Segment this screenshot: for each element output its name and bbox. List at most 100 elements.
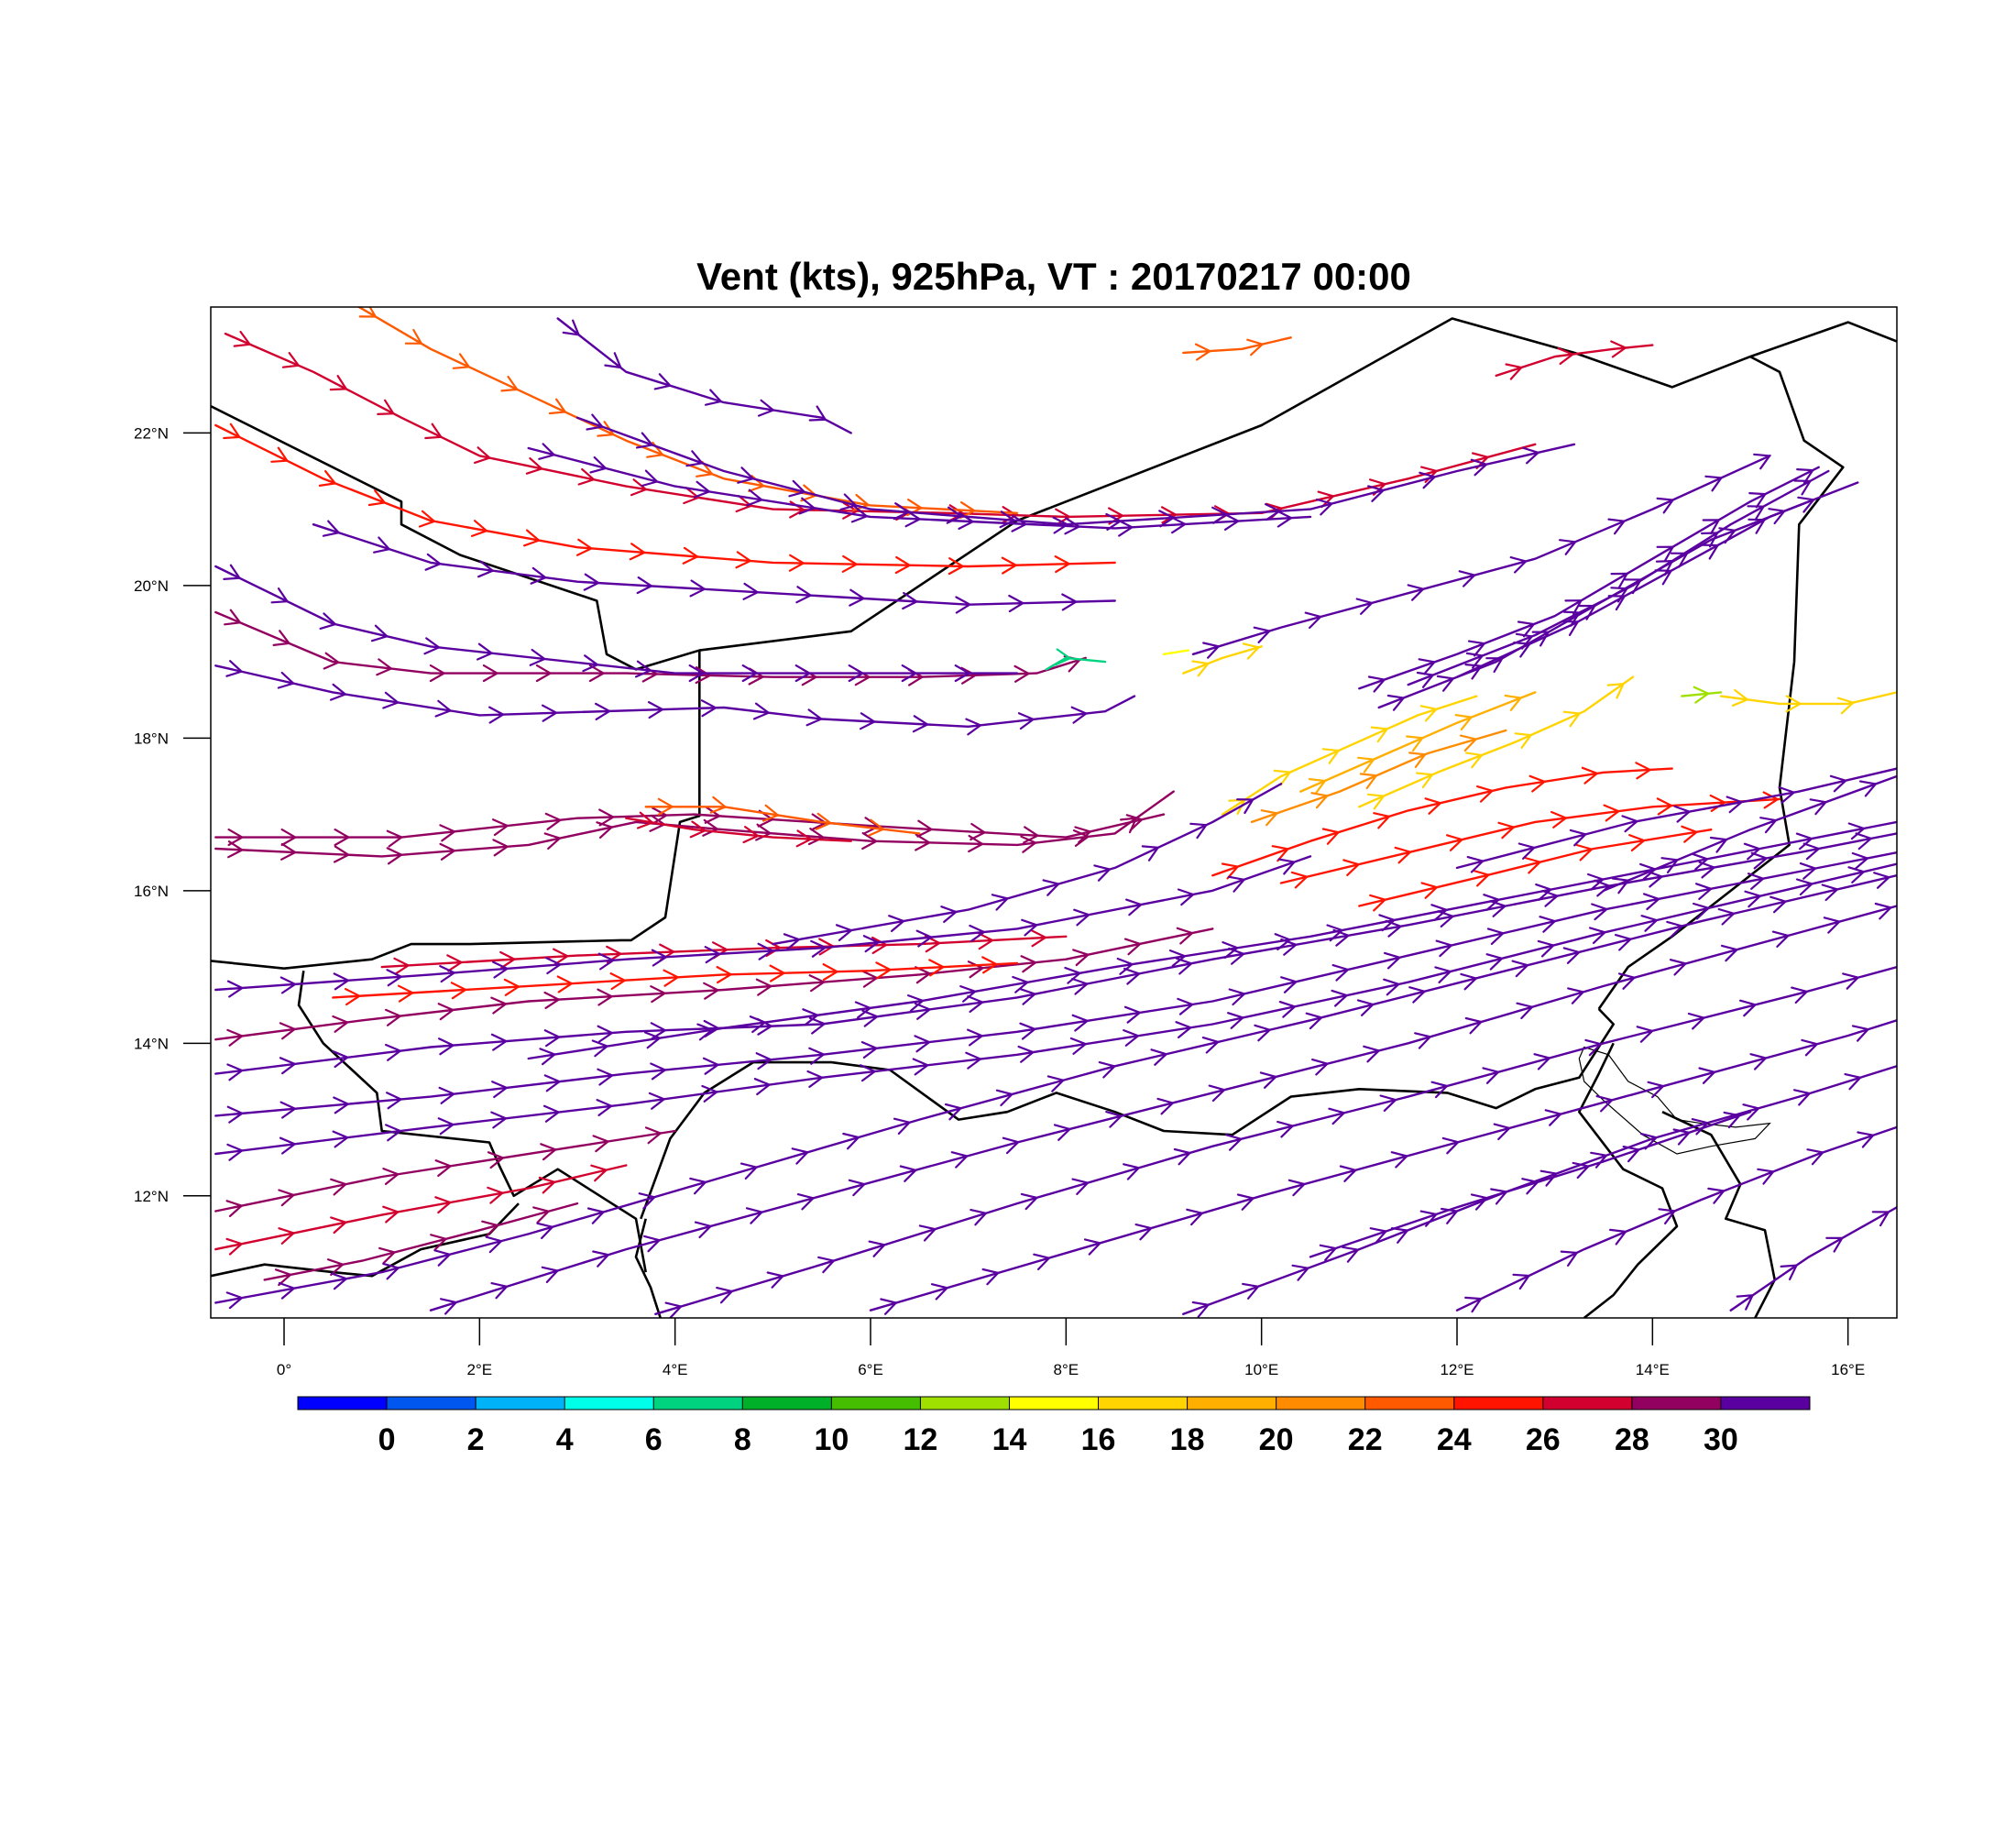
flow-arrow bbox=[981, 956, 999, 974]
flow-arrow bbox=[1681, 825, 1699, 843]
flow-arrow bbox=[1328, 1107, 1346, 1125]
flow-arrow bbox=[1367, 485, 1386, 502]
flow-arrow bbox=[741, 664, 759, 683]
flow-arrow bbox=[766, 1271, 785, 1289]
flow-arrow bbox=[225, 1200, 244, 1217]
colorbar-label: 6 bbox=[645, 1422, 663, 1457]
flow-arrow bbox=[1367, 675, 1386, 693]
flow-arrow bbox=[433, 1249, 452, 1267]
flow-arrow bbox=[1019, 1022, 1037, 1040]
flow-arrow bbox=[1125, 898, 1144, 916]
flow-arrow bbox=[716, 966, 733, 984]
flow-arrow bbox=[1693, 686, 1711, 704]
streamline bbox=[1182, 642, 1263, 677]
streamline bbox=[1681, 686, 1723, 704]
streamline bbox=[1309, 1110, 1752, 1261]
flow-arrow bbox=[1053, 1124, 1072, 1141]
colorbar-swatch bbox=[1009, 1397, 1100, 1410]
flow-arrow bbox=[1753, 453, 1772, 470]
streamline bbox=[772, 783, 1283, 951]
flow-arrow bbox=[1201, 1037, 1221, 1054]
flow-arrow bbox=[1242, 1282, 1261, 1300]
flow-arrow bbox=[319, 612, 338, 630]
flow-arrow bbox=[914, 1002, 932, 1020]
streamline-path bbox=[214, 423, 1116, 568]
flow-arrow bbox=[1567, 987, 1585, 1004]
flow-arrow bbox=[1173, 1147, 1192, 1166]
flow-arrow bbox=[1749, 1053, 1769, 1070]
flow-arrow bbox=[1743, 842, 1762, 861]
flow-arrow bbox=[967, 1028, 984, 1047]
streamline bbox=[625, 811, 852, 848]
flow-arrow bbox=[965, 718, 983, 736]
flow-arrow bbox=[278, 1189, 296, 1207]
streamline-path bbox=[214, 855, 1312, 992]
flow-arrow bbox=[636, 576, 654, 595]
flow-arrow bbox=[1434, 966, 1452, 983]
streamline-path bbox=[1681, 691, 1723, 697]
flow-arrow bbox=[1511, 960, 1530, 978]
streamline-path bbox=[1250, 729, 1507, 824]
flow-arrow bbox=[1321, 748, 1341, 764]
flow-arrow bbox=[434, 1196, 453, 1214]
flow-arrow bbox=[226, 1028, 245, 1047]
flow-arrow bbox=[795, 829, 814, 848]
streamline-path bbox=[214, 874, 1897, 1304]
colorbar-label: 4 bbox=[556, 1422, 574, 1457]
flow-arrow bbox=[1033, 1253, 1051, 1270]
flow-arrow bbox=[226, 1105, 245, 1124]
flow-arrow bbox=[630, 478, 649, 497]
flow-arrow bbox=[1687, 1012, 1706, 1030]
flow-arrow bbox=[1589, 927, 1607, 944]
flow-arrow bbox=[1021, 918, 1039, 937]
lon-tick-label: 12°E bbox=[1440, 1361, 1474, 1378]
flow-arrow bbox=[280, 842, 298, 861]
flow-arrow bbox=[1533, 1053, 1552, 1070]
flow-arrow bbox=[541, 1266, 560, 1283]
flow-arrow bbox=[928, 959, 946, 977]
flow-arrow bbox=[805, 708, 824, 727]
flow-arrow bbox=[1072, 949, 1090, 967]
flow-arrow bbox=[1698, 861, 1716, 879]
streamline bbox=[1162, 649, 1189, 655]
flow-arrow bbox=[1369, 894, 1387, 912]
flow-arrow bbox=[376, 658, 394, 676]
flow-arrow bbox=[915, 929, 934, 948]
flow-arrow bbox=[1156, 1097, 1175, 1115]
flow-arrow bbox=[850, 505, 869, 523]
flow-arrow bbox=[1654, 569, 1673, 586]
streamline-path bbox=[644, 806, 921, 835]
flow-arrow bbox=[536, 1222, 555, 1240]
flow-arrow bbox=[1823, 916, 1842, 934]
flow-arrow bbox=[1769, 895, 1788, 914]
flow-arrow bbox=[562, 319, 581, 336]
colorbar-label: 28 bbox=[1615, 1422, 1649, 1457]
flow-arrow bbox=[329, 683, 348, 701]
streamline bbox=[556, 317, 852, 434]
flow-arrow bbox=[1408, 752, 1428, 768]
flow-arrow bbox=[1355, 598, 1375, 615]
flow-arrow bbox=[1123, 938, 1143, 956]
flow-arrow bbox=[1208, 1084, 1227, 1103]
flow-arrow bbox=[1331, 964, 1351, 982]
flow-arrow bbox=[1227, 1012, 1245, 1029]
lon-tick-label: 2°E bbox=[467, 1361, 493, 1378]
flow-arrow bbox=[700, 699, 718, 718]
flow-arrow bbox=[385, 1124, 402, 1142]
flow-arrow bbox=[755, 1052, 773, 1070]
flow-arrow bbox=[332, 1050, 350, 1069]
flow-arrow bbox=[1584, 1038, 1604, 1057]
flow-arrow bbox=[810, 939, 827, 958]
flow-arrow bbox=[757, 399, 776, 417]
flow-arrow bbox=[1564, 599, 1583, 616]
flow-arrow bbox=[808, 1016, 827, 1035]
flow-arrow bbox=[1505, 363, 1524, 380]
flow-arrow bbox=[663, 969, 680, 987]
streamline bbox=[214, 927, 1214, 1047]
colorbar-label: 22 bbox=[1348, 1422, 1383, 1457]
flow-arrow bbox=[912, 715, 930, 733]
flow-arrow bbox=[474, 446, 492, 464]
flow-arrow bbox=[1485, 953, 1505, 971]
flow-arrow bbox=[326, 1258, 345, 1276]
flow-arrow bbox=[1458, 570, 1477, 587]
